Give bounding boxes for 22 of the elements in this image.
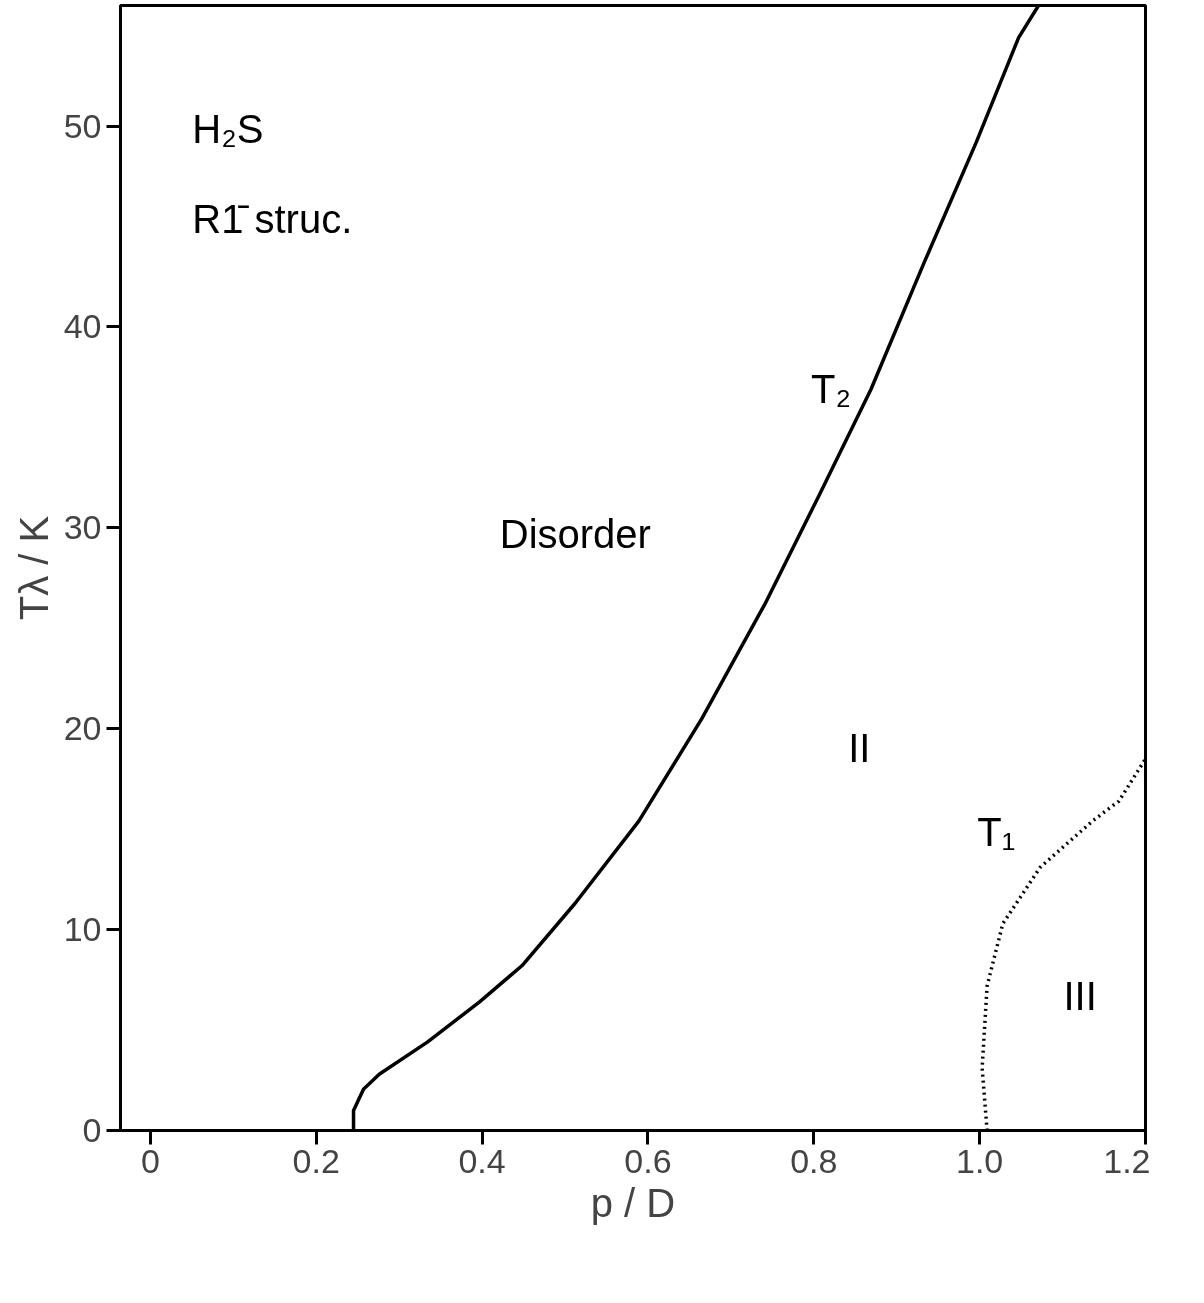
series-label: T₁ <box>977 810 1016 855</box>
annotation: III <box>1063 973 1097 1018</box>
annotation: II <box>848 726 871 770</box>
y-axis-title: Tλ / K <box>11 515 56 621</box>
y-tick-label: 50 <box>63 106 102 145</box>
annotation: R1̄ struc. <box>192 197 353 242</box>
y-tick-label: 0 <box>82 1111 102 1149</box>
x-tick-label: 0.8 <box>790 1141 838 1180</box>
series-label: T₂ <box>811 367 852 412</box>
x-tick-label: 0.2 <box>292 1141 340 1180</box>
x-tick-label: 1.0 <box>956 1141 1004 1180</box>
y-tick-label: 10 <box>63 910 102 949</box>
x-tick-label: 0.4 <box>458 1141 506 1180</box>
x-tick-label: 0 <box>140 1141 160 1180</box>
annotation: Disorder <box>499 512 651 557</box>
x-axis-title: p / D <box>590 1180 676 1225</box>
y-tick-label: 40 <box>63 307 102 346</box>
y-tick-label: 20 <box>63 709 102 748</box>
y-tick-label: 30 <box>63 508 102 547</box>
x-tick-label: 0.6 <box>624 1141 672 1180</box>
x-tick-label: 1.2 <box>1103 1141 1151 1180</box>
annotation: H₂S <box>192 107 264 152</box>
